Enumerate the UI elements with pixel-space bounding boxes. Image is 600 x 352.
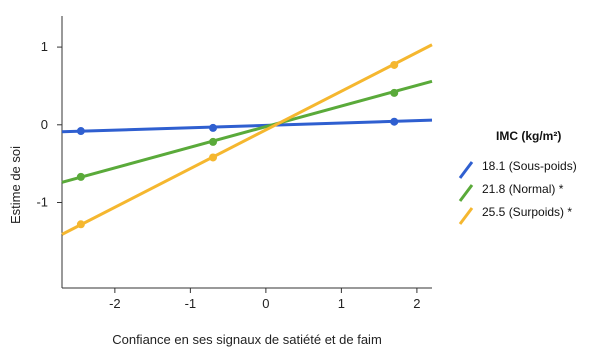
data-point (76, 220, 85, 229)
data-point (390, 88, 399, 97)
legend-swatch (458, 207, 474, 225)
legend-label: 18.1 (Sous-poids) (482, 159, 577, 173)
axes: -2 -1 0 1 2 -1 0 1 (36, 16, 432, 311)
legend-title: IMC (kg/m²) (496, 129, 561, 143)
series-line (61, 118, 433, 134)
y-axis-title: Estime de soi (8, 146, 23, 224)
legend: IMC (kg/m²) 18.1 (Sous-poids) 21.8 (Norma… (458, 129, 577, 225)
series (61, 117, 433, 136)
data-point (76, 127, 85, 136)
y-tick-label: 1 (41, 39, 48, 54)
legend-label: 21.8 (Normal) * (482, 182, 564, 196)
x-tick-label: -1 (185, 296, 197, 311)
legend-label: 25.5 (Surpoids) * (482, 205, 572, 219)
y-tick-label: -1 (36, 195, 48, 210)
x-tick-label: 1 (338, 296, 345, 311)
x-tick-label: -2 (109, 296, 121, 311)
data-point (209, 123, 218, 132)
legend-swatch (458, 184, 474, 202)
series-layer (61, 43, 433, 236)
data-point (76, 172, 85, 181)
data-point (209, 137, 218, 146)
series-line (61, 43, 433, 236)
data-point (390, 60, 399, 69)
data-point (209, 153, 218, 162)
y-tick-label: 0 (41, 117, 48, 132)
series (61, 43, 433, 236)
series-line (61, 79, 433, 184)
legend-swatch (458, 161, 474, 179)
x-tick-label: 2 (413, 296, 420, 311)
series (61, 79, 433, 184)
data-point (390, 117, 399, 126)
x-axis-title: Confiance en ses signaux de satiété et d… (112, 332, 382, 347)
x-tick-label: 0 (262, 296, 269, 311)
